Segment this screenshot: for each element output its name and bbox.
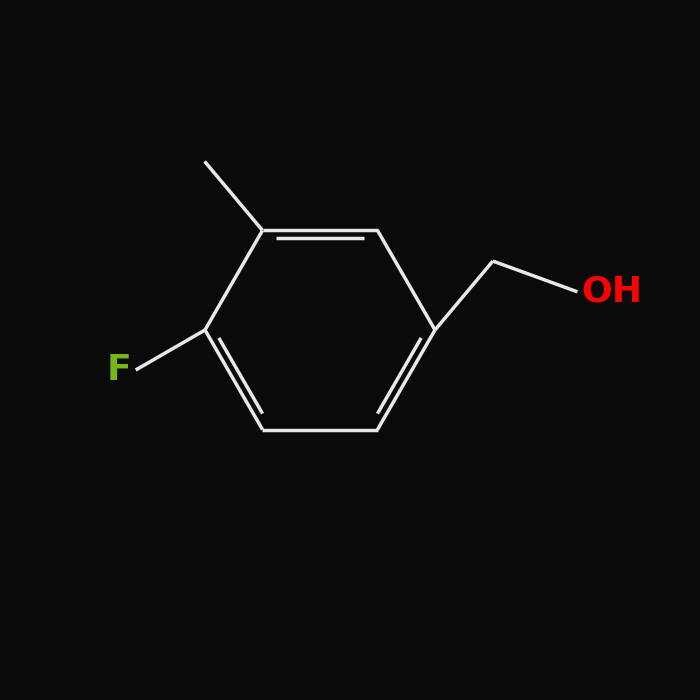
Text: F: F — [107, 353, 132, 387]
Text: OH: OH — [582, 275, 643, 309]
